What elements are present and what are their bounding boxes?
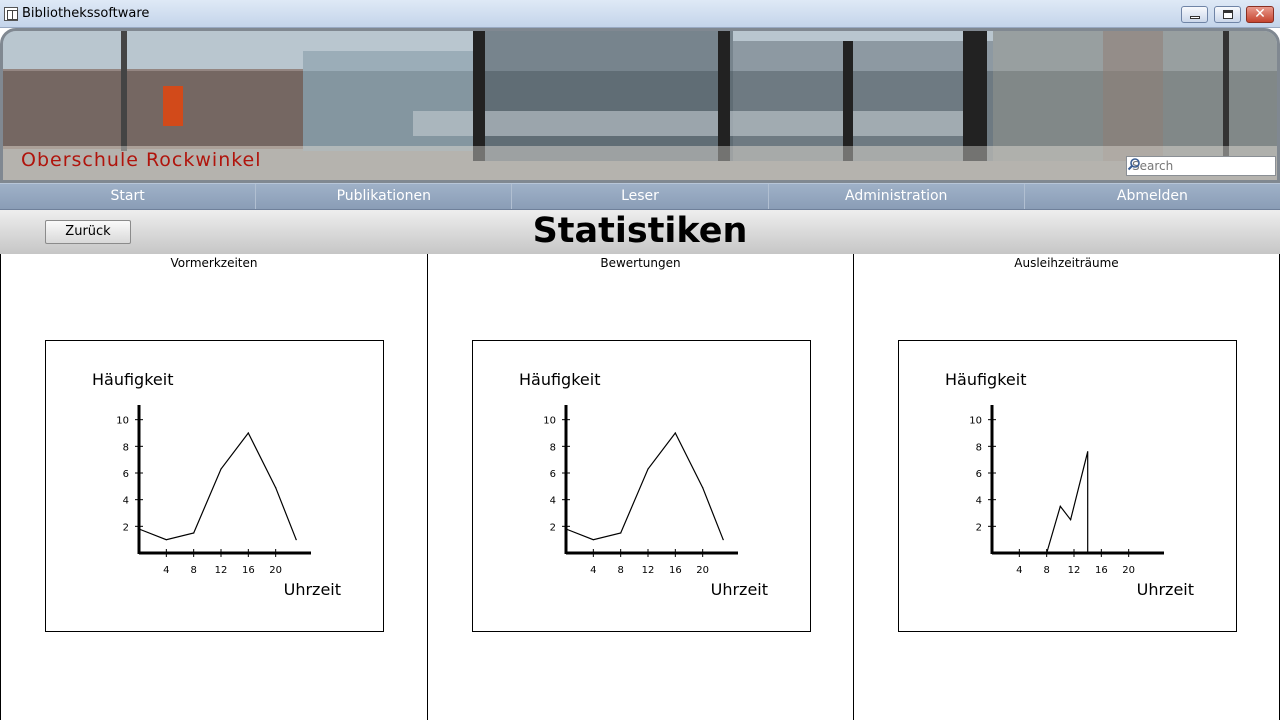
data-point	[295, 539, 297, 541]
panel-ausleihzeitraeume: Ausleihzeiträume 2 4 6 8 10 4 8 12 16 20 Häufigkei…	[853, 254, 1280, 720]
minimize-button[interactable]	[1181, 6, 1208, 23]
x-tick-label: 8	[617, 565, 623, 576]
main-navigation: Start Publikationen Leser Administration…	[0, 183, 1280, 210]
page-title: Statistiken	[532, 211, 748, 251]
y-tick-label: 10	[969, 416, 982, 427]
y-tick-label: 10	[116, 416, 129, 427]
nav-item-abmelden[interactable]: Abmelden	[1116, 188, 1188, 204]
x-tick-label: 8	[190, 565, 196, 576]
x-tick-label: 4	[163, 565, 169, 576]
series-line	[1046, 451, 1089, 554]
y-tick-label: 2	[550, 522, 556, 533]
panel-title: Bewertungen	[600, 256, 681, 270]
panel-title: Ausleihzeiträume	[1014, 256, 1119, 270]
y-axis-label: Häufigkeit	[92, 370, 173, 389]
y-tick-label: 8	[976, 442, 982, 453]
close-icon: ✕	[1254, 6, 1266, 22]
x-tick-label: 20	[696, 565, 709, 576]
data-point	[275, 487, 277, 489]
page-header: Zurück Statistiken	[0, 210, 1280, 254]
x-tick-label: 16	[1095, 565, 1108, 576]
data-point	[193, 532, 195, 534]
series-line	[565, 431, 724, 541]
data-point	[1087, 552, 1089, 554]
data-point	[647, 468, 649, 470]
x-tick-label: 16	[242, 565, 255, 576]
data-point	[1087, 451, 1089, 453]
data-point	[1046, 552, 1048, 554]
x-axis-label: Uhrzeit	[284, 580, 341, 599]
nav-item-start[interactable]: Start	[0, 184, 257, 209]
chart-box: 2 4 6 8 10 4 8 12 16 20 Häufigkeit Uhrzeit	[472, 340, 811, 632]
x-axis-label: Uhrzeit	[711, 580, 768, 599]
y-tick-label: 8	[550, 442, 556, 453]
x-tick-label: 4	[1016, 565, 1022, 576]
line-chart: 2 4 6 8 10 4 8 12 16 20 Häufigkeit Uhrzeit	[945, 370, 1194, 599]
x-tick-label: 4	[590, 565, 596, 576]
y-axis-label: Häufigkeit	[945, 370, 1026, 389]
data-point	[138, 528, 140, 530]
x-tick-label: 16	[669, 565, 682, 576]
y-tick-label: 2	[123, 522, 129, 533]
data-point	[722, 539, 724, 541]
line-chart: 2 4 6 8 10 4 8 12 16 20 Häufigkeit Uhrzeit	[519, 370, 768, 599]
maximize-button[interactable]	[1214, 6, 1241, 23]
panel-bewertungen: Bewertungen 2 4 6 8 10 4 8 12 16 20 Häufigkeit Uhrz…	[427, 254, 853, 720]
y-tick-label: 8	[123, 442, 129, 453]
x-tick-label: 20	[269, 565, 282, 576]
search-icon[interactable]	[1127, 157, 1141, 171]
app-icon	[4, 7, 18, 21]
y-tick-label: 6	[550, 469, 556, 480]
x-axis-label: Uhrzeit	[1137, 580, 1194, 599]
data-point	[620, 532, 622, 534]
title-bar: Bibliothekssoftware ✕	[0, 0, 1280, 28]
y-axis-label: Häufigkeit	[519, 370, 600, 389]
y-tick-label: 6	[976, 469, 982, 480]
series-line	[138, 431, 297, 541]
panel-vormerkzeiten: Vormerkzeiten 2 4 6 8 10 4 8 12 16 20 Häufigkeit Uh…	[0, 254, 427, 720]
chart-box: 2 4 6 8 10 4 8 12 16 20 Häufigkeit Uhrzeit	[45, 340, 384, 632]
school-name: Oberschule Rockwinkel	[21, 149, 262, 171]
x-tick-label: 12	[642, 565, 655, 576]
y-tick-label: 4	[550, 496, 556, 507]
data-point	[220, 468, 222, 470]
statistics-panels: Vormerkzeiten 2 4 6 8 10 4 8 12 16 20 Häufigkeit Uh…	[0, 254, 1280, 720]
close-button[interactable]: ✕	[1246, 6, 1274, 23]
line-chart: 2 4 6 8 10 4 8 12 16 20 Häufigkeit Uhrzeit	[92, 370, 341, 599]
data-point	[674, 432, 676, 434]
x-tick-label: 12	[215, 565, 228, 576]
school-banner: Oberschule Rockwinkel	[0, 28, 1280, 183]
y-tick-label: 10	[543, 416, 556, 427]
minimize-icon	[1190, 16, 1200, 19]
search-input[interactable]	[1127, 157, 1255, 175]
nav-item-leser[interactable]: Leser	[512, 184, 769, 209]
y-tick-label: 6	[123, 469, 129, 480]
chart-box: 2 4 6 8 10 4 8 12 16 20 Häufigkeit Uhrzeit	[898, 340, 1237, 632]
back-button[interactable]: Zurück	[45, 220, 131, 244]
data-point	[1069, 519, 1072, 521]
y-tick-label: 4	[976, 496, 982, 507]
data-point	[592, 539, 594, 541]
nav-item-publikationen[interactable]: Publikationen	[256, 184, 513, 209]
data-point	[565, 528, 567, 530]
banner-image	[3, 31, 1277, 180]
x-tick-label: 8	[1043, 565, 1049, 576]
data-point	[1059, 505, 1061, 507]
panel-title: Vormerkzeiten	[170, 256, 258, 270]
data-point	[165, 539, 167, 541]
search-box	[1126, 156, 1276, 176]
window-title: Bibliothekssoftware	[22, 6, 150, 21]
x-tick-label: 12	[1068, 565, 1081, 576]
y-tick-label: 2	[976, 522, 982, 533]
y-tick-label: 4	[123, 496, 129, 507]
maximize-icon	[1223, 10, 1233, 19]
data-point	[247, 432, 249, 434]
x-tick-label: 20	[1122, 565, 1135, 576]
data-point	[702, 487, 704, 489]
nav-item-administration[interactable]: Administration	[769, 184, 1025, 209]
